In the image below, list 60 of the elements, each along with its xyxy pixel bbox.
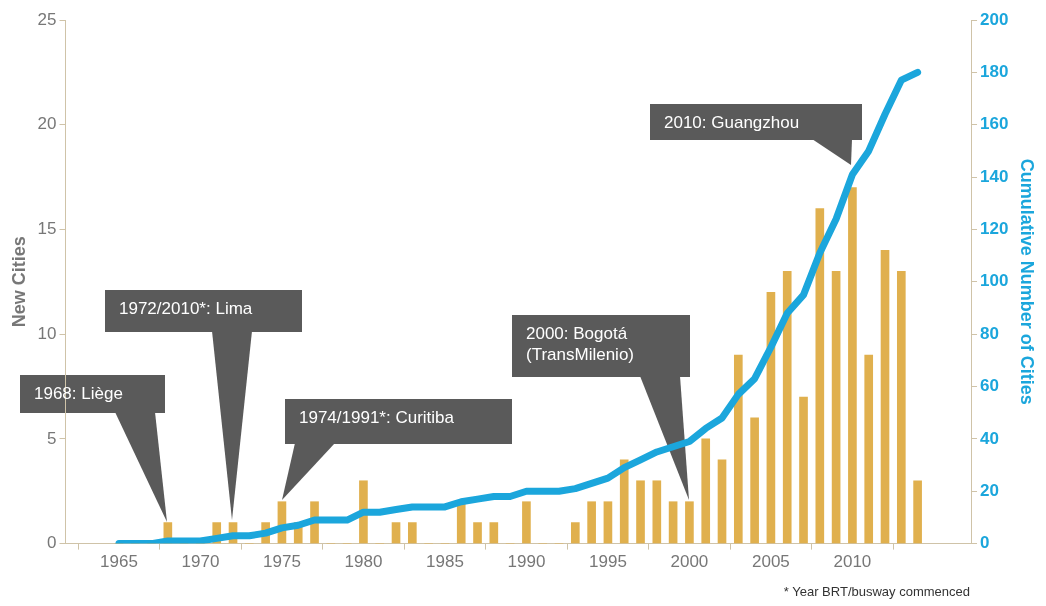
bar bbox=[733, 354, 743, 544]
x-tick-label: 1975 bbox=[263, 552, 301, 572]
bar bbox=[391, 522, 401, 544]
annotation: 2010: Guangzhou bbox=[650, 104, 862, 141]
bar bbox=[619, 459, 629, 544]
y2-tick-label: 100 bbox=[980, 271, 1009, 291]
y2-tick-label: 20 bbox=[980, 480, 999, 500]
bar bbox=[570, 522, 580, 544]
y-tick-label: 20 bbox=[37, 114, 57, 134]
bar bbox=[831, 271, 841, 544]
y-tick-label: 25 bbox=[37, 9, 57, 29]
x-tick-label: 1970 bbox=[181, 552, 220, 572]
y-axis-title: New Cities bbox=[8, 236, 29, 328]
x-tick-label: 1980 bbox=[344, 552, 383, 572]
y2-tick-label: 0 bbox=[980, 533, 990, 553]
bar bbox=[750, 417, 759, 544]
bar bbox=[522, 501, 531, 544]
annotation: 2000: Bogotá (TransMilenio) bbox=[512, 315, 690, 377]
bar bbox=[685, 501, 694, 544]
y2-tick-label: 140 bbox=[980, 166, 1009, 186]
x-tick-label: 2005 bbox=[752, 552, 790, 572]
y2-tick-label: 60 bbox=[980, 376, 999, 396]
x-tick-label: 1985 bbox=[426, 552, 464, 572]
bar bbox=[880, 250, 890, 544]
bar bbox=[913, 480, 922, 544]
bar bbox=[668, 501, 678, 544]
y2-tick-label: 160 bbox=[980, 114, 1009, 134]
text: * Year BRT/busway commenced bbox=[783, 584, 970, 599]
bar bbox=[799, 396, 808, 544]
bar bbox=[864, 354, 874, 544]
bar bbox=[652, 480, 662, 544]
y2-tick-label: 120 bbox=[980, 219, 1009, 239]
x-tick-label: 2000 bbox=[670, 552, 709, 572]
bar bbox=[896, 271, 906, 544]
x-tick-label: 1990 bbox=[507, 552, 546, 572]
bar bbox=[587, 501, 596, 544]
bar bbox=[473, 522, 482, 544]
annotation: 1972/2010*: Lima bbox=[105, 290, 302, 332]
x-tick-label: 1965 bbox=[100, 552, 138, 572]
y2-tick-label: 200 bbox=[980, 9, 1009, 29]
bar bbox=[489, 522, 499, 544]
bar bbox=[636, 480, 645, 544]
y2-tick-label: 80 bbox=[980, 323, 999, 343]
bar bbox=[701, 438, 711, 544]
x-tick-label: 2010 bbox=[833, 552, 872, 572]
y-tick-label: 10 bbox=[37, 323, 57, 343]
annotation: 1974/1991*: Curitiba bbox=[285, 399, 512, 444]
y2-axis-title: Cumulative Number of Cities bbox=[1017, 158, 1038, 405]
bar bbox=[603, 501, 613, 544]
y-tick-label: 0 bbox=[47, 533, 57, 553]
y2-tick-label: 180 bbox=[980, 62, 1009, 82]
bar bbox=[815, 208, 825, 544]
bar bbox=[717, 459, 727, 544]
x-tick-label: 1995 bbox=[589, 552, 627, 572]
y-tick-label: 15 bbox=[37, 219, 57, 239]
y2-tick-label: 40 bbox=[980, 428, 999, 448]
y-tick-label: 5 bbox=[47, 428, 57, 448]
bar bbox=[782, 271, 792, 544]
bar bbox=[408, 522, 417, 544]
bar bbox=[848, 187, 857, 544]
